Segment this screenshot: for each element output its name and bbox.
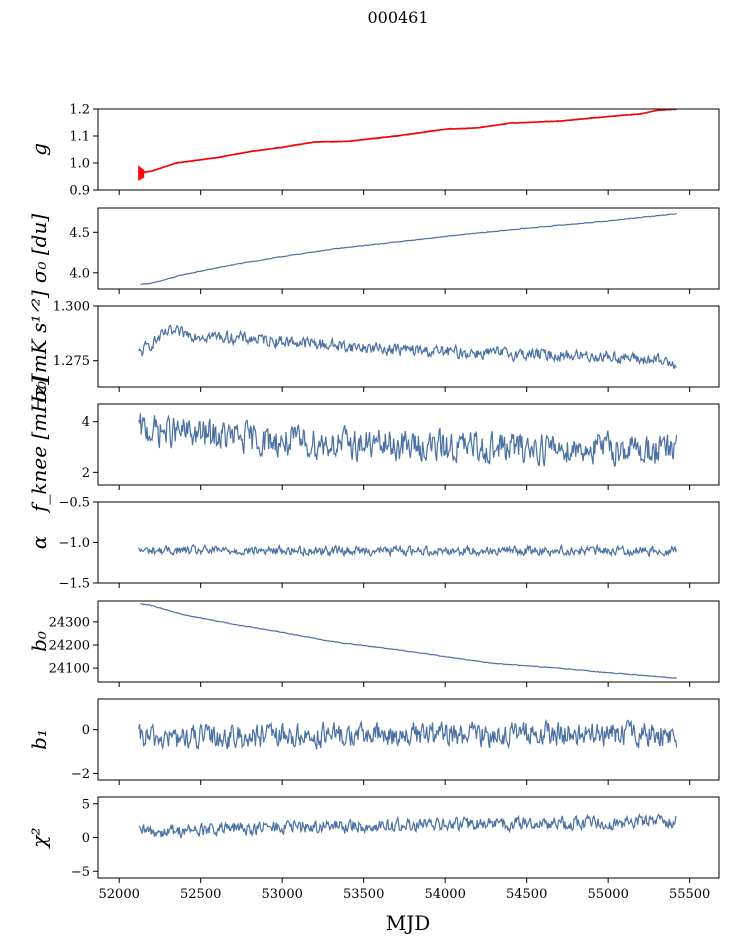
panel-frame [97, 600, 720, 683]
panel-2: 4.0 4.5 σ₀ [du] [27, 207, 720, 294]
panel-frame [97, 207, 720, 290]
y-tick-label: 0 [82, 723, 90, 738]
x-tick-label: 55500 [669, 887, 710, 902]
y-tick-label: 1.2 [69, 103, 90, 118]
y-tick-label: −5 [71, 865, 90, 880]
x-tick-label: 52500 [180, 887, 221, 902]
y-tick-label: 0 [82, 831, 90, 846]
series-line-2 [140, 213, 677, 285]
panel-frame [97, 108, 720, 191]
y-axis-label-1: g [27, 143, 51, 156]
panel-8: −5 0 5 52000 52500 53000 53500 54000 54500 55000 5… [27, 796, 720, 902]
panel-1: 0.9 1.0 1.1 1.2 g [27, 103, 720, 199]
y-axis-label-4: f_knee [mHz] [27, 377, 51, 514]
panel-frame [97, 698, 720, 781]
y-tick-label: 24300 [49, 615, 90, 630]
y-axis-label-5: α [27, 535, 51, 549]
y-tick-label: −1.5 [58, 577, 90, 592]
panel-frame [97, 305, 720, 388]
x-tick-label: 55000 [587, 887, 628, 902]
y-tick-label: 24200 [49, 638, 90, 653]
y-tick-label: 2 [82, 466, 90, 481]
y-tick-label: 24100 [49, 662, 90, 677]
y-axis-label-7: b₁ [27, 729, 51, 750]
y-tick-label: 1.0 [69, 157, 90, 172]
y-tick-label: 4.0 [69, 266, 90, 281]
panel-7: −2 0 b₁ [27, 698, 720, 785]
series-line-6 [140, 602, 677, 679]
x-tick-label: 54000 [424, 887, 465, 902]
y-tick-label: 4.5 [69, 226, 90, 241]
x-tick-label: 54500 [506, 887, 547, 902]
x-tick-label: 53000 [262, 887, 303, 902]
panel-frame [97, 403, 720, 486]
y-tick-label: 1.300 [53, 300, 90, 315]
y-tick-label: 4 [82, 415, 90, 430]
y-axis-label-2: σ₀ [du] [27, 214, 51, 284]
x-axis-label: MJD [386, 911, 431, 935]
y-tick-label: 1.1 [69, 130, 90, 145]
fit-line [138, 109, 677, 174]
y-tick-label: 1.275 [53, 354, 90, 369]
panel-5: −1.5 −1.0 −0.5 α [27, 496, 720, 592]
panel-frame [97, 501, 720, 584]
y-tick-label: −2 [71, 767, 90, 782]
y-axis-label-8: χ² [27, 827, 51, 849]
series-line-7 [138, 718, 678, 751]
panel-4: 2 4 f_knee [mHz] [27, 377, 720, 514]
series-line-3 [138, 324, 677, 370]
figure-title: 000461 [367, 8, 428, 27]
series-line-1 [138, 109, 677, 174]
y-axis-label-3: σ₀[mK s¹ᐟ²] [27, 290, 51, 403]
y-axis-label-6: b₀ [27, 631, 51, 652]
y-tick-label: 5 [82, 797, 90, 812]
y-tick-label: −0.5 [58, 496, 90, 511]
panel-frame [97, 796, 720, 879]
y-tick-label: −1.0 [58, 536, 90, 551]
series-line-5 [138, 543, 678, 558]
y-tick-label: 0.9 [69, 184, 90, 199]
series-line-4 [138, 413, 678, 468]
x-tick-label: 52000 [99, 887, 140, 902]
x-tick-label: 53500 [343, 887, 384, 902]
series-line-8 [138, 813, 677, 839]
